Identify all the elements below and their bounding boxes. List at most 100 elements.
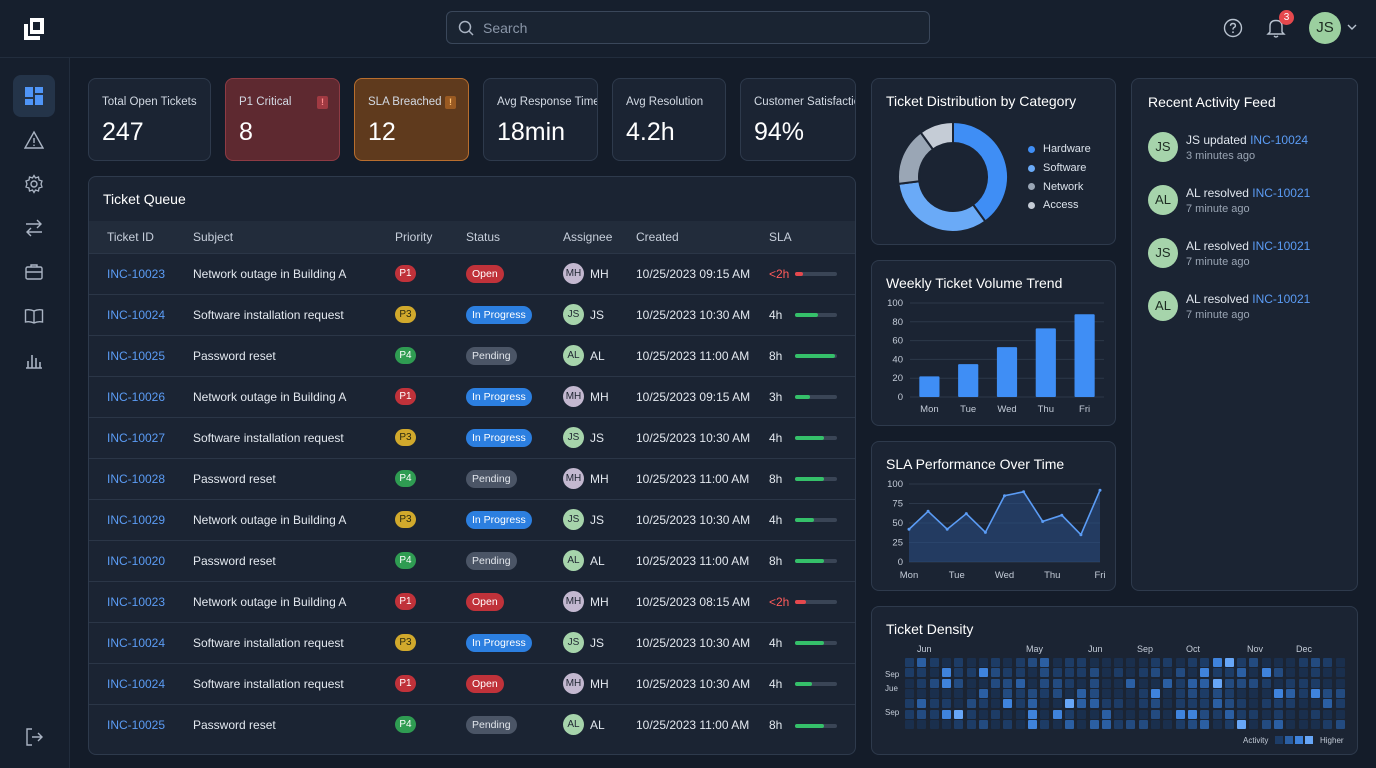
heatmap-cell[interactable] bbox=[1163, 699, 1173, 709]
heatmap-cell[interactable] bbox=[1175, 658, 1185, 667]
heatmap-cell[interactable] bbox=[941, 699, 951, 709]
heatmap-cell[interactable] bbox=[929, 668, 939, 678]
heatmap-cell[interactable] bbox=[1261, 719, 1271, 729]
heatmap-cell[interactable] bbox=[1151, 688, 1160, 698]
heatmap-cell[interactable] bbox=[1003, 709, 1013, 719]
heatmap-cell[interactable] bbox=[1298, 658, 1308, 667]
heatmap-cell[interactable] bbox=[1224, 658, 1234, 667]
heatmap-cell[interactable] bbox=[1187, 709, 1197, 719]
heatmap-cell[interactable] bbox=[1261, 658, 1271, 667]
heatmap-cell[interactable] bbox=[1323, 699, 1333, 709]
heatmap-cell[interactable] bbox=[1089, 658, 1099, 667]
nav-logout[interactable] bbox=[13, 716, 55, 758]
heatmap-cell[interactable] bbox=[929, 678, 939, 688]
heatmap-cell[interactable] bbox=[1310, 678, 1320, 688]
heatmap-cell[interactable] bbox=[966, 678, 976, 688]
heatmap-cell[interactable] bbox=[991, 709, 1001, 719]
heatmap-cell[interactable] bbox=[905, 709, 914, 719]
heatmap-cell[interactable] bbox=[1015, 668, 1025, 678]
heatmap-cell[interactable] bbox=[1323, 658, 1333, 667]
heatmap-cell[interactable] bbox=[1298, 719, 1308, 729]
heatmap-cell[interactable] bbox=[1212, 668, 1222, 678]
column-header[interactable]: Status bbox=[466, 229, 501, 244]
heatmap-cell[interactable] bbox=[905, 719, 914, 729]
heatmap-cell[interactable] bbox=[1077, 709, 1087, 719]
heatmap-cell[interactable] bbox=[1237, 678, 1247, 688]
heatmap-cell[interactable] bbox=[991, 688, 1001, 698]
activity-item[interactable]: AL AL resolved INC-10021 7 minute ago bbox=[1148, 291, 1353, 331]
heatmap-cell[interactable] bbox=[1310, 699, 1320, 709]
heatmap-cell[interactable] bbox=[1200, 688, 1210, 698]
heatmap-cell[interactable] bbox=[929, 709, 939, 719]
heatmap-cell[interactable] bbox=[917, 688, 927, 698]
heatmap-cell[interactable] bbox=[1151, 678, 1160, 688]
heatmap-cell[interactable] bbox=[905, 668, 914, 678]
heatmap-cell[interactable] bbox=[917, 678, 927, 688]
help-icon[interactable] bbox=[1223, 18, 1243, 38]
heatmap-cell[interactable] bbox=[978, 719, 988, 729]
heatmap-cell[interactable] bbox=[1089, 719, 1099, 729]
heatmap-cell[interactable] bbox=[1237, 668, 1247, 678]
heatmap-cell[interactable] bbox=[1040, 719, 1050, 729]
heatmap-cell[interactable] bbox=[1015, 658, 1025, 667]
heatmap-cell[interactable] bbox=[1064, 709, 1074, 719]
donut-slice-software[interactable] bbox=[897, 180, 987, 233]
heatmap-cell[interactable] bbox=[1101, 699, 1111, 709]
heatmap-cell[interactable] bbox=[1114, 668, 1124, 678]
heatmap-cell[interactable] bbox=[1286, 668, 1296, 678]
heatmap-cell[interactable] bbox=[1114, 699, 1124, 709]
heatmap-cell[interactable] bbox=[1052, 699, 1062, 709]
heatmap-cell[interactable] bbox=[1200, 668, 1210, 678]
heatmap-cell[interactable] bbox=[1040, 678, 1050, 688]
nav-alerts[interactable] bbox=[13, 119, 55, 161]
heatmap-cell[interactable] bbox=[1323, 678, 1333, 688]
heatmap-cell[interactable] bbox=[941, 678, 951, 688]
heatmap-cell[interactable] bbox=[954, 668, 964, 678]
heatmap-cell[interactable] bbox=[1028, 719, 1037, 729]
heatmap-cell[interactable] bbox=[954, 658, 964, 667]
kpi-customer-satisfaction[interactable]: Customer Satisfaction 94% bbox=[740, 78, 856, 161]
heatmap-cell[interactable] bbox=[1286, 709, 1296, 719]
heatmap-cell[interactable] bbox=[1237, 699, 1247, 709]
heatmap-cell[interactable] bbox=[1015, 699, 1025, 709]
heatmap-cell[interactable] bbox=[1310, 719, 1320, 729]
heatmap-cell[interactable] bbox=[966, 658, 976, 667]
heatmap-cell[interactable] bbox=[1089, 688, 1099, 698]
heatmap-cell[interactable] bbox=[1114, 688, 1124, 698]
heatmap-cell[interactable] bbox=[1101, 709, 1111, 719]
heatmap-cell[interactable] bbox=[1077, 688, 1087, 698]
kpi-total-open-tickets[interactable]: Total Open Tickets 247 bbox=[88, 78, 211, 161]
heatmap-cell[interactable] bbox=[1212, 699, 1222, 709]
heatmap-cell[interactable] bbox=[1175, 668, 1185, 678]
heatmap-cell[interactable] bbox=[1187, 699, 1197, 709]
heatmap-cell[interactable] bbox=[1163, 709, 1173, 719]
ticket-id-link[interactable]: INC-10024 bbox=[107, 676, 166, 691]
heatmap-cell[interactable] bbox=[1224, 719, 1234, 729]
heatmap-cell[interactable] bbox=[1101, 688, 1111, 698]
heatmap-cell[interactable] bbox=[1126, 688, 1136, 698]
heatmap-cell[interactable] bbox=[1175, 688, 1185, 698]
column-header[interactable]: Ticket ID bbox=[107, 229, 154, 244]
heatmap-cell[interactable] bbox=[1237, 688, 1247, 698]
nav-dashboard[interactable] bbox=[13, 75, 55, 117]
table-row[interactable]: INC-10023 Network outage in Building A P1 O… bbox=[89, 581, 855, 622]
heatmap-cell[interactable] bbox=[1335, 709, 1345, 719]
heatmap-cell[interactable] bbox=[1163, 688, 1173, 698]
ticket-link[interactable]: INC-10024 bbox=[1250, 133, 1309, 147]
activity-item[interactable]: AL AL resolved INC-10021 7 minute ago bbox=[1148, 185, 1353, 225]
heatmap-cell[interactable] bbox=[1310, 668, 1320, 678]
heatmap-cell[interactable] bbox=[1286, 658, 1296, 667]
heatmap-cell[interactable] bbox=[1101, 658, 1111, 667]
heatmap-cell[interactable] bbox=[1224, 688, 1234, 698]
heatmap-cell[interactable] bbox=[991, 719, 1001, 729]
heatmap-cell[interactable] bbox=[1015, 688, 1025, 698]
heatmap-cell[interactable] bbox=[1249, 688, 1259, 698]
heatmap-cell[interactable] bbox=[1138, 678, 1148, 688]
column-header[interactable]: Assignee bbox=[563, 229, 613, 244]
ticket-link[interactable]: INC-10021 bbox=[1252, 186, 1311, 200]
heatmap-cell[interactable] bbox=[1274, 668, 1283, 678]
bar-fri[interactable] bbox=[1074, 314, 1095, 397]
heatmap-cell[interactable] bbox=[929, 688, 939, 698]
heatmap-cell[interactable] bbox=[978, 709, 988, 719]
heatmap-cell[interactable] bbox=[1274, 678, 1283, 688]
